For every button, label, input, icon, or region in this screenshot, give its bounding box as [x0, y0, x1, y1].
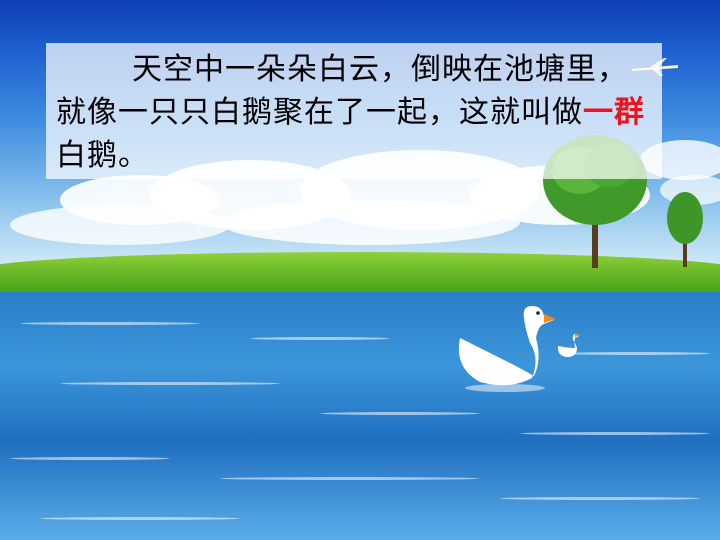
small-tree — [667, 192, 703, 267]
paragraph-text-part1: 天空中一朵朵白云，倒映在池塘里，就像一只只白鹅聚在了一起，这就叫做 — [56, 52, 628, 130]
lesson-paragraph: 天空中一朵朵白云，倒映在池塘里，就像一只只白鹅聚在了一起，这就叫做一群白鹅。 — [56, 48, 656, 177]
highlight-word: 一群 — [583, 95, 645, 130]
text-panel — [46, 43, 662, 179]
paragraph-text-part2: 白鹅。 — [56, 138, 149, 173]
large-goose — [458, 306, 556, 392]
lake-water — [0, 292, 720, 540]
small-goose — [557, 333, 580, 357]
